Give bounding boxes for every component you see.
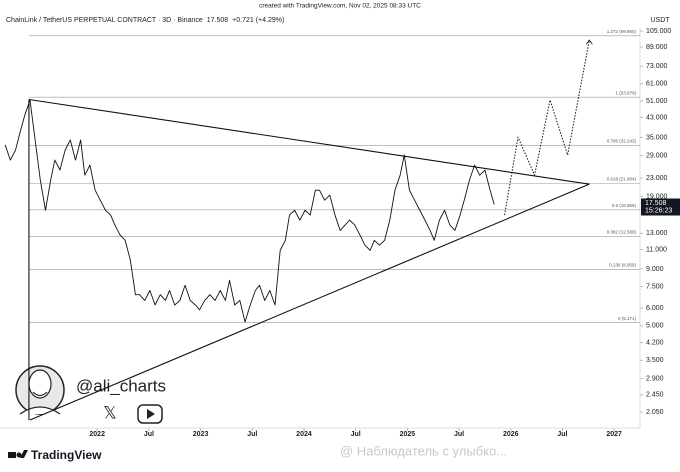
y-tick-label: 29.000 xyxy=(646,152,668,159)
y-tick-label: 11.000 xyxy=(646,246,667,253)
countdown-label: 15:26:23 xyxy=(645,207,672,214)
header-price: 17.508 xyxy=(207,17,229,24)
y-tick-label: 19.000 xyxy=(646,193,668,200)
y-tick-label: 51.000 xyxy=(646,98,668,105)
y-tick-label: 35.000 xyxy=(646,134,668,141)
watermark: @ Наблюдатель с улыбко... xyxy=(340,443,507,458)
y-tick-label: 2.900 xyxy=(646,375,664,382)
fib-label: 1.272 (99.960) xyxy=(607,29,637,34)
x-icon: 𝕏 xyxy=(103,403,117,422)
y-tick-label: 73.000 xyxy=(646,63,668,70)
projection-arrow xyxy=(586,39,593,45)
y-tick-label: 5.000 xyxy=(646,323,664,330)
trendline xyxy=(29,183,590,421)
y-tick-label: 105.000 xyxy=(646,28,671,35)
x-tick-label: 2022 xyxy=(89,431,105,438)
y-tick-label: 7.500 xyxy=(646,283,664,290)
fib-label: 0.5 (16.566) xyxy=(612,203,637,208)
y-tick-label: 6.000 xyxy=(646,305,664,312)
y-tick-label: 43.000 xyxy=(646,114,668,121)
brand-logo xyxy=(8,450,28,458)
x-tick-label: Jul xyxy=(557,431,567,438)
price-label: 17.508 xyxy=(645,200,667,207)
header-change: +0.721 (+4.29%) xyxy=(232,17,284,24)
x-tick-label: 2024 xyxy=(296,431,312,438)
y-tick-label: 3.500 xyxy=(646,357,664,364)
symbol-header: ChainLink / TetherUS PERPETUAL CONTRACT … xyxy=(6,17,284,24)
created-note: created with TradingView.com, Nov 02, 20… xyxy=(259,3,421,10)
brand-name: TradingView xyxy=(31,448,102,462)
fib-label: 0.786 (32.243) xyxy=(607,139,637,144)
x-tick-label: Jul xyxy=(454,431,464,438)
x-tick-label: Jul xyxy=(351,431,361,438)
x-tick-label: Jul xyxy=(247,431,257,438)
fib-label: 0.618 (21.804) xyxy=(607,176,637,181)
x-tick-label: Jul xyxy=(144,431,154,438)
y-tick-label: 4.200 xyxy=(646,340,664,347)
youtube-icon xyxy=(137,404,163,424)
author-handle: @ali_charts xyxy=(76,376,166,395)
fib-label: 1 (53.070) xyxy=(615,90,636,95)
currency-label: USDT xyxy=(650,17,670,24)
fib-label: 0.236 (8.959) xyxy=(609,263,636,268)
trendline xyxy=(28,98,590,185)
x-tick-label: 2026 xyxy=(503,431,519,438)
fib-label: 0 (5.171) xyxy=(618,316,637,321)
y-tick-label: 9.000 xyxy=(646,266,664,273)
fib-label: 0.382 (12.588) xyxy=(607,230,637,235)
y-tick-label: 2.050 xyxy=(646,409,664,416)
y-tick-label: 13.000 xyxy=(646,230,668,237)
projection-line xyxy=(504,39,590,216)
x-tick-label: 2027 xyxy=(606,431,622,438)
y-tick-label: 61.000 xyxy=(646,81,668,88)
symbol-name: ChainLink / TetherUS PERPETUAL CONTRACT … xyxy=(6,17,203,24)
price-line xyxy=(4,99,495,323)
y-tick-label: 89.000 xyxy=(646,44,668,51)
price-label-box xyxy=(641,198,680,216)
x-tick-label: 2025 xyxy=(400,431,416,438)
x-tick-label: 2023 xyxy=(193,431,209,438)
y-tick-label: 2.450 xyxy=(646,392,664,399)
y-tick-label: 23.000 xyxy=(646,175,668,182)
avatar xyxy=(15,365,65,415)
